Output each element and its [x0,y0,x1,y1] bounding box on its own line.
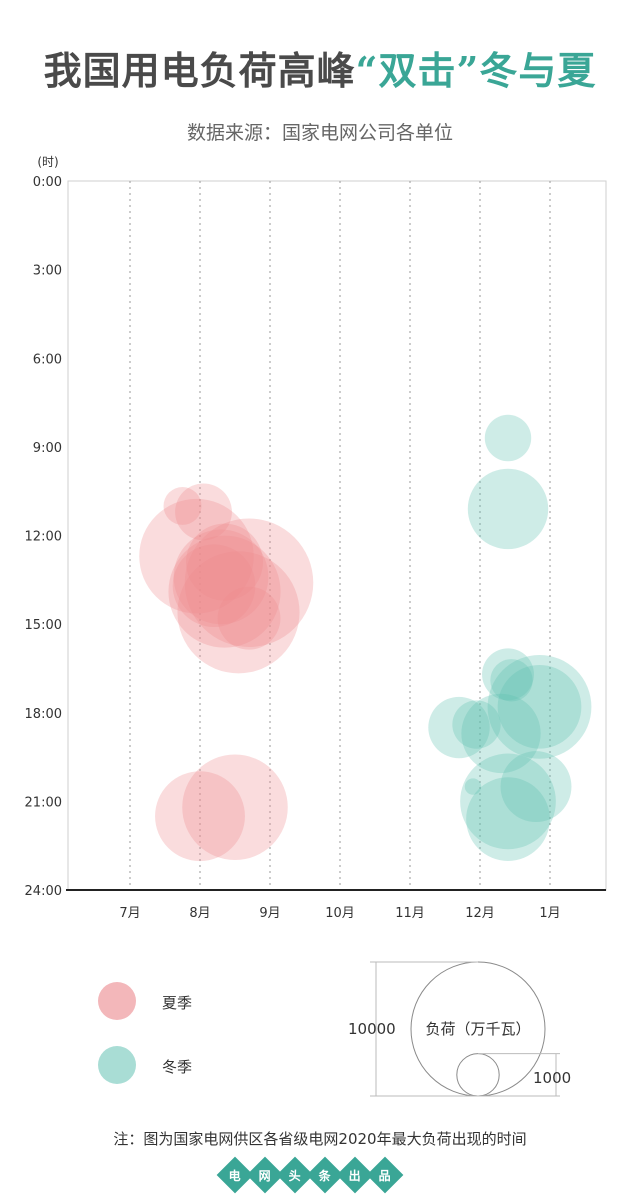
bubble-winter [452,700,501,749]
title-part2: “双击” [355,48,480,93]
x-tick-label: 8月 [189,906,210,921]
bubble-summer [173,529,269,625]
bubble-winter [482,648,534,701]
y-tick-label: 12:00 [25,530,62,545]
y-tick-label: 0:00 [33,175,62,190]
y-tick-label: 21:00 [25,795,62,810]
bubble-chart: 0:00 3:00 6:00 9:00 12:00 15:00 18:00 21:00 24:0… [25,155,607,1097]
bubble-winter [500,751,572,823]
bubble-winter [490,659,533,702]
subtitle: 数据来源：国家电网公司各单位 [186,122,453,144]
size-legend-small-value: 1000 [533,1069,571,1087]
x-tick-label: 9月 [259,906,280,921]
y-tick-label: 3:00 [33,264,62,279]
legend-label-winter: 冬季 [162,1058,193,1076]
bubble-winter [464,778,482,795]
bubble-winter [461,693,541,774]
footnote: 注：图为国家电网供区各省级电网2020年最大负荷出现的时间 [113,1130,527,1148]
bubble-summer [184,518,314,648]
bubble-winter [497,665,582,749]
x-tick-label: 7月 [119,906,140,921]
bubble-winter [467,468,549,550]
y-tick-label: 15:00 [25,618,62,633]
x-tick-label: 10月 [325,906,355,921]
bubble-summer [217,586,281,650]
x-tick-label: 12月 [465,906,495,921]
bubble-summer [175,483,232,541]
bubble-winter [487,654,592,759]
y-tick-label: 24:00 [25,884,62,899]
y-tick-label: 6:00 [33,352,62,367]
publisher-badges: 电 网 头 条 出 品 [216,1156,404,1194]
legend-dot-winter [98,1046,136,1084]
bubble-summer [155,771,245,862]
bubble-summer [182,754,288,861]
size-legend-large-value: 10000 [348,1020,396,1038]
x-tick-label: 11月 [395,906,425,921]
title-part3: 冬与夏 [479,48,597,93]
bubble-winter [460,753,556,850]
bubble-summer [172,544,256,628]
y-tick-label: 18:00 [25,707,62,722]
y-axis-unit: (时) [37,155,58,169]
x-tick-label: 1月 [539,906,560,921]
size-legend-label: 负荷（万千瓦） [425,1020,530,1038]
bubble-winter [428,696,490,759]
bubble-layer [139,414,592,862]
size-legend: 10000 1000 负荷（万千瓦） [348,961,571,1097]
bubble-summer [177,551,300,674]
axis-layer: 0:00 3:00 6:00 9:00 12:00 15:00 18:00 21:00 24:0… [25,155,606,921]
size-legend-small-circle [456,1053,500,1097]
legend-dot-summer [98,982,136,1020]
title-part1: 我国用电负荷高峰 [43,48,356,93]
y-tick-label: 9:00 [33,441,62,456]
page-title: 我国用电负荷高峰“双击”冬与夏 [0,40,640,95]
bubble-winter [484,414,532,462]
bubble-summer [168,535,281,648]
legend-label-summer: 夏季 [162,994,193,1012]
badge-5: 品 [366,1156,404,1194]
bubble-summer [139,498,254,614]
bubble-winter [466,777,550,861]
bubble-summer [186,523,263,601]
bubble-summer [163,487,202,525]
